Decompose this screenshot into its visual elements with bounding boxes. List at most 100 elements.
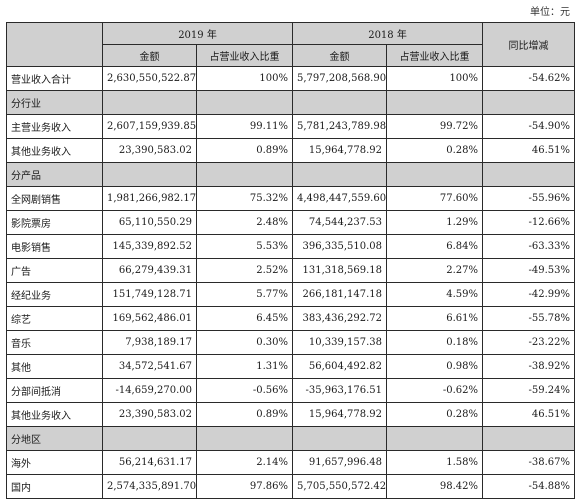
amount-2019: 23,390,583.02 bbox=[102, 138, 197, 163]
row-label: 音乐 bbox=[6, 330, 103, 355]
yoy-change: -12.66% bbox=[482, 210, 576, 235]
yoy-change: 46.51% bbox=[482, 138, 576, 163]
share-2019: 5.53% bbox=[195, 234, 294, 259]
amount-2019: 65,110,550.29 bbox=[102, 210, 197, 235]
row-label: 全网剧销售 bbox=[6, 186, 103, 211]
share-2018: -0.62% bbox=[386, 378, 484, 403]
header-2019-amount: 金额 bbox=[102, 44, 197, 67]
share-2019: 2.14% bbox=[195, 450, 294, 475]
yoy-change: -63.33% bbox=[482, 234, 576, 259]
share-2018: 6.61% bbox=[386, 306, 484, 331]
share-2019: 75.32% bbox=[195, 186, 294, 211]
amount-2019: 34,572,541.67 bbox=[102, 354, 197, 379]
header-2018: 2018 年 bbox=[292, 22, 484, 45]
section-empty-cell bbox=[292, 426, 388, 451]
row-label: 综艺 bbox=[6, 306, 103, 331]
section-empty-cell bbox=[482, 90, 576, 115]
amount-2018: 10,339,157.38 bbox=[292, 330, 388, 355]
yoy-change: -54.88% bbox=[482, 474, 576, 499]
share-2019: 99.11% bbox=[195, 114, 294, 139]
row-label: 主营业务收入 bbox=[6, 114, 103, 139]
table-row: 影院票房 65,110,550.29 2.48% 74,544,237.53 1.29%… bbox=[6, 210, 576, 235]
amount-2019: 23,390,583.02 bbox=[102, 402, 197, 427]
header-2019: 2019 年 bbox=[101, 22, 294, 45]
table-row: 全网剧销售 1,981,266,982.17 75.32% 4,498,447,559… bbox=[6, 186, 576, 211]
share-2019: 2.48% bbox=[195, 210, 294, 235]
section-empty-cell bbox=[195, 426, 294, 451]
amount-2018: -35,963,176.51 bbox=[292, 378, 388, 403]
table-row: 海外 56,214,631.17 2.14% 91,657,996.48 1.58% -3… bbox=[6, 450, 576, 475]
yoy-change: 46.51% bbox=[482, 402, 576, 427]
row-label: 营业收入合计 bbox=[6, 66, 103, 91]
row-label: 海外 bbox=[6, 450, 103, 475]
header-2018-amount: 金额 bbox=[292, 44, 388, 67]
amount-2019: 151,749,128.71 bbox=[102, 282, 197, 307]
yoy-change: -55.96% bbox=[482, 186, 576, 211]
table-row: 国内 2,574,335,891.70 97.86% 5,705,550,572.42… bbox=[6, 474, 576, 499]
share-2018: 99.72% bbox=[386, 114, 484, 139]
share-2018: 0.18% bbox=[386, 330, 484, 355]
amount-2018: 5,797,208,568.90 bbox=[292, 66, 388, 91]
amount-2019: -14,659,270.00 bbox=[102, 378, 197, 403]
section-row: 分行业 bbox=[6, 90, 576, 115]
table-row: 其他业务收入 23,390,583.02 0.89% 15,964,778.92 0.2… bbox=[6, 138, 576, 163]
section-empty-cell bbox=[292, 90, 388, 115]
table-row: 广告 66,279,439.31 2.52% 131,318,569.18 2.27% -… bbox=[6, 258, 576, 283]
share-2019: 97.86% bbox=[195, 474, 294, 499]
section-empty-cell bbox=[292, 162, 388, 187]
table-row: 综艺 169,562,486.01 6.45% 383,436,292.72 6.61%… bbox=[6, 306, 576, 331]
share-2019: 0.89% bbox=[195, 138, 294, 163]
amount-2019: 66,279,439.31 bbox=[102, 258, 197, 283]
section-empty-cell bbox=[102, 426, 197, 451]
section-empty-cell bbox=[386, 162, 484, 187]
amount-2018: 56,604,492.82 bbox=[292, 354, 388, 379]
section-empty-cell bbox=[102, 162, 197, 187]
header-2018-share: 占营业收入比重 bbox=[386, 44, 484, 67]
share-2019: 1.31% bbox=[195, 354, 294, 379]
row-label: 广告 bbox=[6, 258, 103, 283]
share-2018: 0.28% bbox=[386, 402, 484, 427]
share-2019: -0.56% bbox=[195, 378, 294, 403]
header-yoy: 同比增减 bbox=[482, 22, 576, 67]
row-label: 国内 bbox=[6, 474, 103, 499]
yoy-change: -38.67% bbox=[482, 450, 576, 475]
table-row: 主营业务收入 2,607,159,939.85 99.11% 5,781,243,78… bbox=[6, 114, 576, 139]
share-2019: 2.52% bbox=[195, 258, 294, 283]
section-empty-cell bbox=[386, 426, 484, 451]
amount-2018: 15,964,778.92 bbox=[292, 138, 388, 163]
header-row-years: 2019 年 2018 年 同比增减 bbox=[6, 22, 576, 67]
amount-2019: 2,630,550,522.87 bbox=[102, 66, 197, 91]
header-empty-cell bbox=[6, 22, 103, 67]
table-row: 分部间抵消 -14,659,270.00 -0.56% -35,963,176.51-… bbox=[6, 378, 576, 403]
amount-2019: 7,938,189.17 bbox=[102, 330, 197, 355]
table-body: 营业收入合计 2,630,550,522.87 100% 5,797,208,568.… bbox=[6, 66, 576, 499]
section-empty-cell bbox=[386, 90, 484, 115]
table-row: 其他 34,572,541.67 1.31% 56,604,492.82 0.98% -3… bbox=[6, 354, 576, 379]
amount-2018: 15,964,778.92 bbox=[292, 402, 388, 427]
row-label: 其他业务收入 bbox=[6, 138, 103, 163]
share-2018: 0.28% bbox=[386, 138, 484, 163]
amount-2019: 145,339,892.52 bbox=[102, 234, 197, 259]
share-2018: 98.42% bbox=[386, 474, 484, 499]
row-label: 其他 bbox=[6, 354, 103, 379]
section-label: 分产品 bbox=[6, 162, 103, 187]
amount-2018: 4,498,447,559.60 bbox=[292, 186, 388, 211]
amount-2018: 396,335,510.08 bbox=[292, 234, 388, 259]
share-2018: 0.98% bbox=[386, 354, 484, 379]
amount-2018: 5,705,550,572.42 bbox=[292, 474, 388, 499]
row-label: 电影销售 bbox=[6, 234, 103, 259]
section-empty-cell bbox=[482, 426, 576, 451]
yoy-change: -59.24% bbox=[482, 378, 576, 403]
share-2018: 2.27% bbox=[386, 258, 484, 283]
share-2019: 100% bbox=[195, 66, 294, 91]
section-label: 分行业 bbox=[6, 90, 103, 115]
amount-2018: 5,781,243,789.98 bbox=[292, 114, 388, 139]
row-label: 分部间抵消 bbox=[6, 378, 103, 403]
amount-2018: 91,657,996.48 bbox=[292, 450, 388, 475]
amount-2018: 266,181,147.18 bbox=[292, 282, 388, 307]
amount-2019: 169,562,486.01 bbox=[102, 306, 197, 331]
table-row: 其他业务收入 23,390,583.02 0.89% 15,964,778.92 0.2… bbox=[6, 402, 576, 427]
yoy-change: -42.99% bbox=[482, 282, 576, 307]
share-2019: 0.30% bbox=[195, 330, 294, 355]
yoy-change: -55.78% bbox=[482, 306, 576, 331]
